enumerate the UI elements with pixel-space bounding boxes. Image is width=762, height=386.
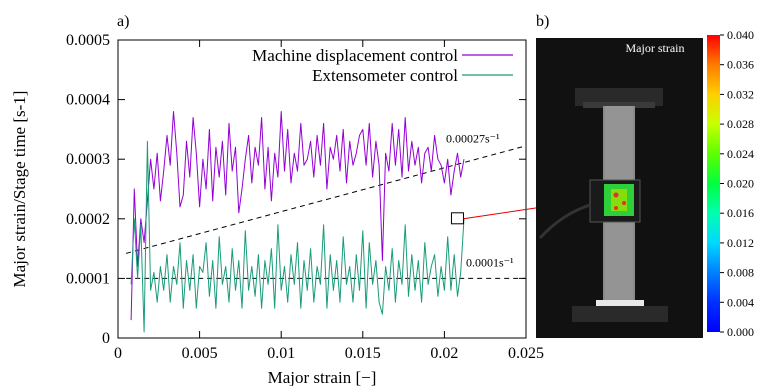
colorbar-tick-label: 0.024 — [727, 147, 754, 161]
x-tick-label: 0 — [114, 345, 122, 362]
plot-frame — [117, 39, 527, 339]
x-tick-label: 0.025 — [508, 345, 544, 362]
x-tick-label: 0.02 — [430, 345, 458, 362]
y-axis-label: Major strain/Stage time [s-1] — [10, 91, 29, 288]
x-tick-label: 0.01 — [267, 345, 295, 362]
y-tick-label: 0.0005 — [66, 32, 110, 49]
y-tick-label: 0.0001 — [66, 270, 110, 287]
machine-displacement-series — [130, 111, 465, 321]
x-tick-label: 0.005 — [182, 345, 218, 362]
reference-line-label: 0.0001s⁻¹ — [466, 255, 514, 269]
strain-hotspot — [614, 206, 618, 210]
data-series — [130, 111, 465, 333]
legend: Machine displacement control Extensomete… — [252, 46, 513, 85]
y-tick-label: 0.0004 — [66, 92, 110, 109]
colorbar-tick-label: 0.000 — [727, 325, 754, 339]
colorbar-tick-label: 0.032 — [727, 87, 754, 101]
y-tick-label: 0 — [102, 330, 110, 347]
y-axis-ticks: 0 0.0001 0.0002 0.0003 0.0004 0.0005 — [66, 32, 526, 347]
marker-box — [450, 212, 464, 225]
x-tick-label: 0.015 — [345, 345, 381, 362]
photo-title: Major strain — [626, 41, 685, 55]
strain-hotspot — [622, 201, 626, 205]
strain-rate-plot: 0 0.0001 0.0002 0.0003 0.0004 0.0005 0 0.005 0.… — [66, 32, 617, 362]
y-tick-label: 0.0002 — [66, 211, 110, 228]
extensometer-series — [130, 140, 465, 333]
colorbar-tick-label: 0.004 — [727, 295, 754, 309]
lower-grip-highlight — [596, 300, 644, 306]
y-tick-label: 0.0003 — [66, 151, 110, 168]
legend-label-machine: Machine displacement control — [252, 46, 458, 65]
upper-grip — [575, 88, 663, 106]
colorbar-tick-label: 0.028 — [727, 117, 754, 131]
reference-line-label: 0.00027s⁻¹ — [446, 131, 500, 145]
colorbar-tick-label: 0.040 — [727, 28, 754, 42]
colorbar-tick-label: 0.016 — [727, 206, 754, 220]
cable — [538, 203, 591, 240]
panel-a-label: a) — [117, 13, 129, 30]
specimen-photo: Major strain — [536, 38, 703, 338]
panel-b-label: b) — [536, 13, 549, 30]
colorbar-gradient — [707, 35, 720, 332]
strain-field-core — [611, 189, 627, 211]
strain-hotspot — [613, 192, 619, 198]
colorbar-tick-label: 0.012 — [727, 236, 754, 250]
colorbar-tick-label: 0.020 — [727, 177, 754, 191]
upper-grip-edge — [583, 102, 655, 108]
lower-grip — [572, 306, 668, 322]
legend-label-extensometer: Extensometer control — [312, 66, 458, 85]
colorbar: 0.040 0.036 0.032 0.028 0.024 0.020 0.016 0.012… — [707, 28, 754, 339]
colorbar-tick-label: 0.008 — [727, 266, 754, 280]
x-axis-ticks: 0 0.005 0.01 0.015 0.02 0.025 — [114, 40, 544, 362]
x-axis-label: Major strain [−] — [268, 368, 377, 386]
colorbar-tick-label: 0.036 — [727, 58, 754, 72]
